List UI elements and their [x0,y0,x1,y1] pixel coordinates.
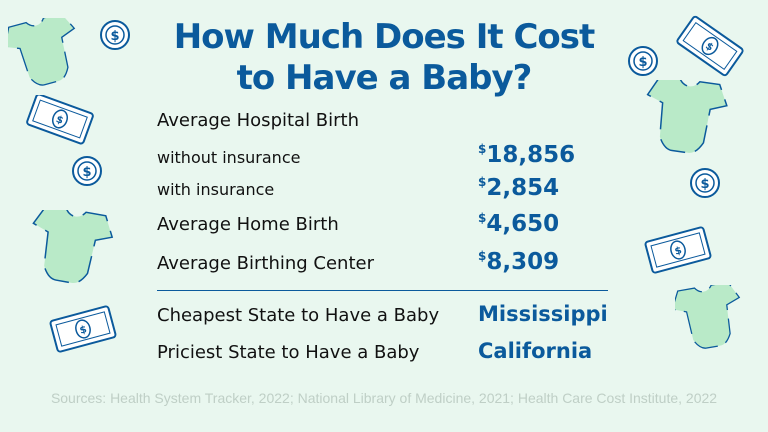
cheapest-state-label: Cheapest State to Have a Baby [157,305,440,326]
dollar-bill-icon [25,95,95,146]
dollar-bill-icon [643,225,713,275]
title-line-2: to Have a Baby? [236,58,533,98]
sources: Sources: Health System Tracker, 2022; Na… [50,390,718,406]
onesie-icon [675,285,748,354]
birthing-center-value: $8,309 [478,249,560,275]
priciest-state-value: California [478,339,593,363]
without-insurance-label: without insurance [157,148,301,167]
home-birth-value: $4,650 [478,211,560,237]
dollar-bill-icon [48,305,118,354]
coin-icon [690,168,720,198]
hospital-birth-heading: Average Hospital Birth [157,110,360,131]
priciest-state-label: Priciest State to Have a Baby [157,342,420,363]
with-insurance-label: with insurance [157,180,275,199]
coin-icon [72,156,102,186]
with-insurance-value: $2,854 [478,175,560,201]
divider [157,290,608,291]
title-line-1: How Much Does It Cost [173,17,596,57]
without-insurance-value: $18,856 [478,142,576,168]
birthing-center-label: Average Birthing Center [157,253,374,274]
onesie-icon [30,210,117,290]
home-birth-label: Average Home Birth [157,214,339,235]
cheapest-state-value: Mississippi [478,302,608,326]
